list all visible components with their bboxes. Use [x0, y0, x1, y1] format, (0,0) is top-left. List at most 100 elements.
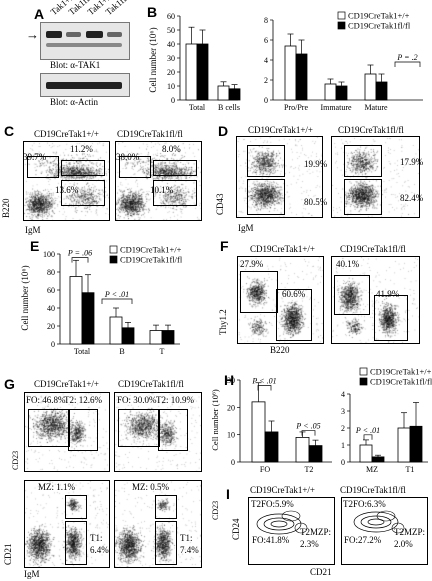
y-tick-label: 50: [167, 26, 175, 35]
panel-letter-d: D: [218, 123, 229, 139]
blot-actin-label: Blot: α-Actin: [50, 97, 98, 107]
f-ko-b: 41.9%: [376, 289, 400, 299]
bar: [196, 43, 209, 101]
y-tick-label: 20: [167, 68, 175, 77]
i-title-wt: CD19CreTak1+/+: [250, 485, 316, 495]
d-xlabel: IgM: [238, 223, 254, 233]
legend-label: CD19CreTak1fl/fl: [120, 255, 183, 265]
legend-swatch: [337, 11, 346, 20]
bar: [359, 444, 373, 463]
i-xlabel: CD21: [310, 567, 332, 577]
legend-swatch: [337, 21, 346, 30]
i-facs-wt: [248, 497, 335, 565]
i-wt-t2fo: T2FO:5.9%: [251, 499, 294, 509]
p-value: P < .05: [295, 422, 320, 431]
g-side-label: CD23: [211, 500, 220, 520]
g-ko-t1: T1:: [180, 533, 193, 543]
bar: [409, 425, 423, 463]
d-wt-bottom: 80.5%: [304, 197, 328, 207]
g-facs-ko-bottom: [114, 480, 202, 568]
x-tick-label: Mature: [364, 103, 388, 112]
y-axis-label: Cell number (10⁶): [210, 389, 220, 451]
g-facs-wt-bottom: [24, 480, 110, 568]
x-tick-label: B cells: [218, 103, 240, 112]
significance-bracket: [71, 257, 89, 263]
bar: [335, 85, 348, 101]
x-tick-label: Total: [189, 103, 206, 112]
d-wt-top: 19.9%: [304, 159, 328, 169]
i-ylabel: CD24: [231, 518, 241, 540]
i-ko-t2fo: T2FO:6.3%: [343, 499, 386, 509]
bar: [284, 45, 297, 101]
c-ko-lr: 10.1%: [150, 185, 174, 195]
c-facs-wt: [23, 141, 110, 221]
bar: [324, 83, 337, 101]
bar: [251, 401, 266, 463]
d-ko-top: 17.9%: [400, 157, 424, 167]
d-ko-bottom: 82.4%: [400, 193, 424, 203]
y-axis-label: Cell number (10⁶): [148, 27, 158, 92]
g-wt-mz: MZ: 1.1%: [38, 482, 75, 492]
blot-tak1-label: Blot: α-TAK1: [50, 60, 101, 70]
i-wt-t2mzp: T2MZP:: [300, 527, 332, 537]
g-ko-t2: T2: 10.9%: [156, 395, 194, 405]
c-title-ko: CD19CreTak1fl/fl: [117, 129, 183, 139]
g-wt-fo: FO: 46.8%: [26, 395, 66, 405]
p-value: P < .01: [104, 290, 129, 299]
bar: [371, 456, 385, 463]
y-tick-label: 3: [341, 407, 345, 416]
p-value: P = .06: [67, 249, 92, 258]
bar: [397, 427, 411, 463]
g-wt-t2: T2: 12.6%: [64, 395, 102, 405]
g-ko-t1v: 7.4%: [180, 545, 199, 555]
significance-bracket: [257, 385, 272, 391]
legend-label: CD19CreTak1fl/fl: [370, 377, 432, 387]
p-value: P < .01: [355, 426, 380, 435]
y-tick-label: 0: [171, 96, 175, 105]
x-tick-label: T1: [406, 465, 415, 474]
f-facs-wt: [237, 256, 324, 344]
f-title-wt: CD19CreTak1+/+: [250, 244, 316, 254]
legend-swatch: [109, 255, 118, 264]
x-tick-label: B: [119, 347, 124, 356]
x-tick-label: T: [160, 347, 165, 356]
d-title-ko: CD19CreTak1fl/fl: [338, 125, 404, 135]
c-facs-ko: [115, 141, 202, 221]
c-wt-ul: 39.7%: [23, 152, 47, 162]
bar: [295, 53, 308, 101]
f-ylabel: Thy1.2: [218, 309, 228, 335]
c-title-wt: CD19CreTak1+/+: [34, 129, 100, 139]
f-facs-ko: [331, 256, 420, 344]
panel-letter-i: I: [226, 486, 230, 502]
g-wt-t1v: 6.4%: [90, 545, 109, 555]
legend-label: CD19CreTak1fl/fl: [348, 21, 411, 31]
chart-h-right: 0 1 2 3 4 MZ T1 CD19CreTak1+/+CD19CreTak1fl/fl P…: [341, 367, 432, 475]
y-tick-label: 20: [47, 322, 55, 331]
y-tick-label: 2: [341, 424, 345, 433]
c-wt-lr: 13.6%: [55, 185, 79, 195]
y-tick-label: 40: [167, 40, 175, 49]
bar: [264, 431, 279, 463]
f-wt-a: 27.9%: [240, 259, 264, 269]
c-ylabel: B220: [1, 198, 11, 218]
g-facs-wt-top: [24, 392, 110, 472]
legend-label: CD19CreTak1+/+: [370, 367, 432, 377]
c-ko-ul: 38.0%: [116, 152, 140, 162]
g-wt-t1: T1:: [90, 533, 103, 543]
arrow-indicator: →: [26, 27, 39, 42]
f-xlabel: B220: [270, 345, 290, 355]
chart-e-main: 0 20 40 60 80 100 Total B T Cell number (10⁶) CD19…: [20, 245, 183, 357]
bar: [69, 276, 83, 345]
panel-letter-g: G: [4, 376, 15, 392]
i-wt-t2mzpv: 2.3%: [300, 539, 319, 549]
d-facs-ko: [331, 136, 420, 218]
f-wt-b: 60.6%: [282, 289, 306, 299]
significance-bracket: [101, 298, 133, 304]
bar: [364, 73, 377, 101]
y-tick-label: 8: [264, 16, 268, 25]
panel-letter-e: E: [30, 238, 40, 254]
blot-tak1: [40, 22, 130, 60]
x-tick-label: T2: [305, 465, 314, 474]
